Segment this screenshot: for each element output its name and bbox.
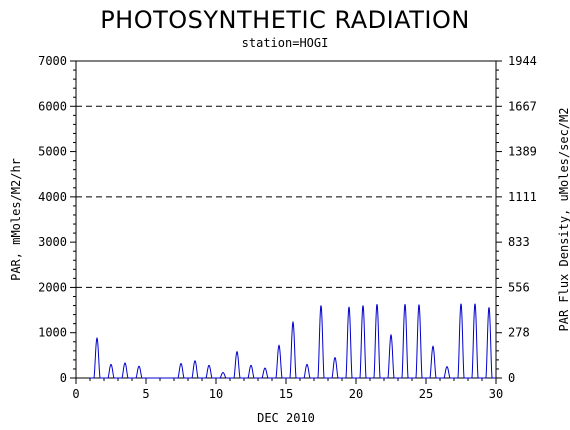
chart-title: PHOTOSYNTHETIC RADIATION: [100, 6, 470, 34]
y-axis-title: PAR, mMoles/M2/hr: [9, 158, 23, 281]
y2-tick-label: 0: [508, 371, 515, 385]
x-tick-label: 5: [142, 387, 149, 401]
y-tick-label: 3000: [38, 235, 67, 249]
y2-tick-label: 278: [508, 326, 530, 340]
y2-tick-label: 833: [508, 235, 530, 249]
x-tick-label: 30: [489, 387, 503, 401]
y2-tick-label: 1944: [508, 54, 537, 68]
y2-tick-label: 1111: [508, 190, 537, 204]
y2-axis-title: PAR Flux Density, uMoles/sec/M2: [557, 108, 570, 332]
x-tick-label: 15: [279, 387, 293, 401]
x-tick-label: 25: [419, 387, 433, 401]
y2-tick-label: 556: [508, 280, 530, 294]
chart-subtitle: station=HOGI: [241, 36, 329, 50]
y-tick-label: 0: [60, 371, 67, 385]
y-tick-label: 6000: [38, 99, 67, 113]
y-tick-label: 4000: [38, 190, 67, 204]
y-tick-label: 7000: [38, 54, 67, 68]
x-tick-label: 10: [209, 387, 223, 401]
x-axis-title: DEC 2010: [257, 411, 315, 425]
y-tick-label: 2000: [38, 280, 67, 294]
x-tick-label: 20: [349, 387, 363, 401]
y2-tick-label: 1667: [508, 99, 537, 113]
y-tick-label: 1000: [38, 326, 67, 340]
x-tick-label: 0: [72, 387, 79, 401]
par-series-line: [90, 303, 496, 379]
plot-frame: [75, 60, 497, 379]
y2-tick-label: 1389: [508, 145, 537, 159]
y-tick-label: 5000: [38, 145, 67, 159]
